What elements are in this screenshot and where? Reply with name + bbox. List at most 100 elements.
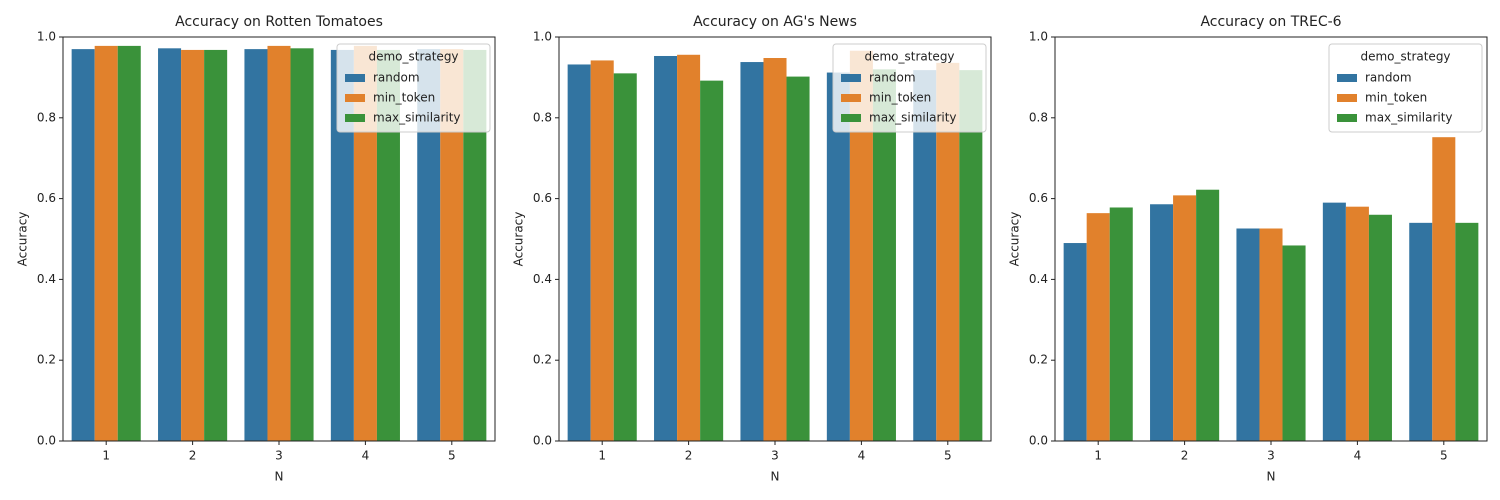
y-tick-label: 0.2 xyxy=(1029,353,1048,367)
y-axis-label: Accuracy xyxy=(1008,212,1022,267)
bar xyxy=(376,49,400,441)
chart-title: Accuracy on Rotten Tomatoes xyxy=(175,14,383,30)
legend-label: min_token xyxy=(1365,91,1427,105)
y-tick-label: 0.0 xyxy=(1029,434,1048,448)
legend-swatch xyxy=(1337,94,1357,102)
bar xyxy=(117,45,141,441)
bar xyxy=(1345,206,1369,441)
x-tick-label: 3 xyxy=(771,449,779,463)
bar xyxy=(872,69,896,441)
bar xyxy=(590,60,614,441)
bar xyxy=(1086,213,1110,441)
y-tick-label: 0.4 xyxy=(1029,272,1048,286)
bar xyxy=(330,49,354,441)
bar xyxy=(700,80,724,441)
legend-title: demo_strategy xyxy=(1360,50,1450,64)
legend-label: min_token xyxy=(373,91,435,105)
bar xyxy=(1150,204,1174,441)
x-tick-label: 3 xyxy=(275,449,283,463)
y-tick-label: 1.0 xyxy=(533,30,552,44)
legend-label: max_similarity xyxy=(1365,111,1453,125)
bar xyxy=(1432,137,1456,441)
y-tick-label: 1.0 xyxy=(1029,30,1048,44)
x-axis-label: N xyxy=(771,470,780,484)
bar xyxy=(71,49,95,442)
bar xyxy=(1063,243,1087,441)
bar xyxy=(204,49,228,441)
x-tick-label: 3 xyxy=(1267,449,1275,463)
bar xyxy=(826,72,850,441)
legend-label: min_token xyxy=(869,91,931,105)
bar xyxy=(913,70,937,442)
bar xyxy=(936,62,960,442)
x-tick-label: 2 xyxy=(685,449,693,463)
bar xyxy=(763,58,787,442)
chart-title: Accuracy on AG's News xyxy=(693,14,857,30)
legend-swatch xyxy=(345,114,365,122)
axes-frame xyxy=(1054,36,1488,442)
bar xyxy=(267,45,291,441)
y-tick-label: 0.0 xyxy=(37,434,56,448)
x-tick-label: 1 xyxy=(102,449,110,463)
panel: Accuracy on AG's News N Accuracy 0.0 0.2 0.4 0… xyxy=(512,14,992,484)
bar xyxy=(613,73,637,442)
bar xyxy=(1236,228,1260,441)
y-tick-label: 1.0 xyxy=(37,30,56,44)
bar xyxy=(1173,195,1197,441)
bar xyxy=(1282,245,1306,441)
legend-swatch xyxy=(841,94,861,102)
legend-swatch xyxy=(345,94,365,102)
bar xyxy=(1322,202,1346,441)
y-tick-label: 0.8 xyxy=(37,110,56,124)
panel: Accuracy on Rotten Tomatoes N Accuracy 0.0 0… xyxy=(16,14,496,484)
x-tick-label: 2 xyxy=(1181,449,1189,463)
bar xyxy=(463,49,487,441)
y-tick-label: 0.8 xyxy=(533,110,552,124)
bar xyxy=(1368,214,1392,441)
bar xyxy=(417,49,441,442)
bar xyxy=(1259,228,1283,441)
bar xyxy=(94,45,118,441)
x-axis-label: N xyxy=(275,470,284,484)
panel: Accuracy on TREC-6 N Accuracy 0.0 0.2 0.4 0.6 0… xyxy=(1008,14,1488,484)
x-tick-label: 5 xyxy=(1440,449,1448,463)
bar xyxy=(353,45,377,441)
bar xyxy=(654,55,678,441)
legend-swatch xyxy=(1337,114,1357,122)
y-tick-label: 0.0 xyxy=(533,434,552,448)
legend-label: max_similarity xyxy=(373,111,461,125)
bar xyxy=(290,48,314,441)
x-tick-label: 1 xyxy=(1094,449,1102,463)
x-tick-label: 4 xyxy=(362,449,370,463)
bar xyxy=(1409,222,1433,441)
legend-title: demo_strategy xyxy=(864,50,954,64)
bar xyxy=(849,50,873,442)
y-tick-label: 0.2 xyxy=(533,353,552,367)
chart-title: Accuracy on TREC-6 xyxy=(1200,14,1341,30)
y-axis-label: Accuracy xyxy=(512,212,526,267)
legend-swatch xyxy=(841,74,861,82)
bar xyxy=(959,70,983,442)
x-tick-label: 4 xyxy=(1354,449,1362,463)
legend-swatch xyxy=(1337,74,1357,82)
axes-frame xyxy=(62,36,496,442)
bar xyxy=(1455,222,1479,441)
legend-swatch xyxy=(841,114,861,122)
y-tick-label: 0.6 xyxy=(37,191,56,205)
bar xyxy=(181,49,205,441)
y-tick-label: 0.6 xyxy=(533,191,552,205)
y-tick-label: 0.2 xyxy=(37,353,56,367)
bar xyxy=(567,64,591,442)
legend-title: demo_strategy xyxy=(368,50,458,64)
y-axis-label: Accuracy xyxy=(16,212,30,267)
legend-box xyxy=(832,43,987,133)
legend-box xyxy=(336,43,491,133)
y-tick-label: 0.6 xyxy=(1029,191,1048,205)
bar xyxy=(677,54,701,441)
bar xyxy=(158,48,182,441)
y-tick-label: 0.4 xyxy=(37,272,56,286)
legend-label: random xyxy=(1365,71,1412,85)
